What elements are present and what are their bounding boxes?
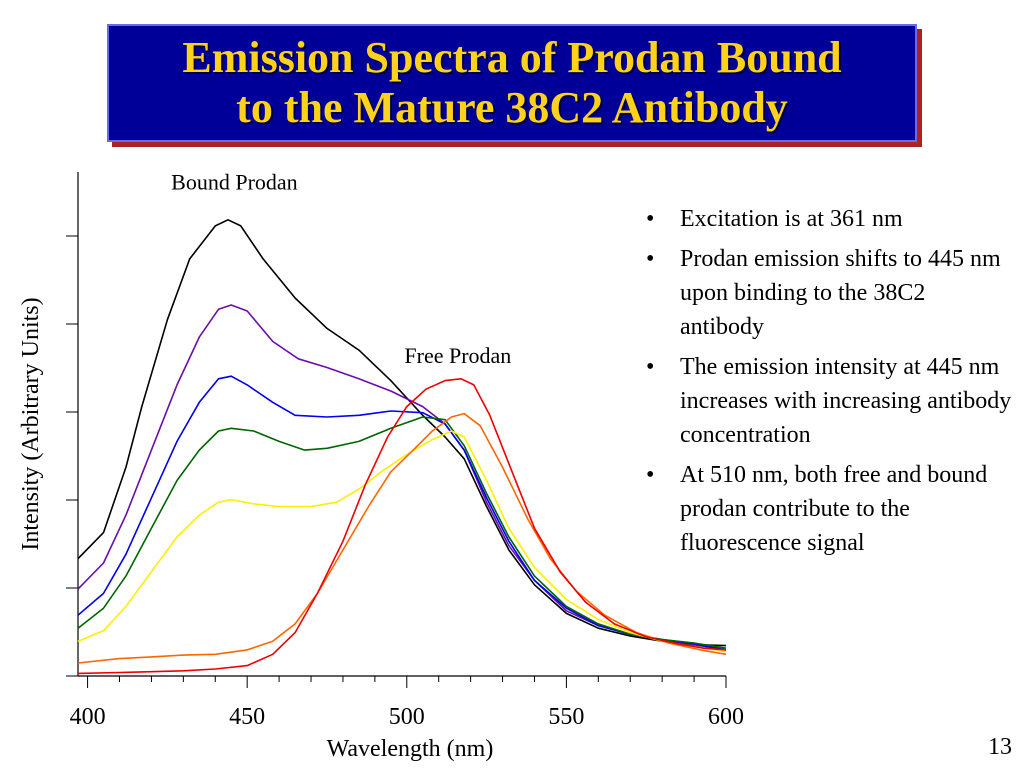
- x-tick-label: 400: [70, 704, 106, 730]
- series-line-1: [77, 219, 727, 647]
- bullet-item-3: The emission intensity at 445 nm increas…: [640, 350, 1012, 452]
- bullet-item-1: Excitation is at 361 nm: [640, 202, 1012, 236]
- series-line-5: [77, 430, 727, 653]
- chart-series-layer: [77, 219, 727, 675]
- emission-spectra-chart: 400 450 500 550 600 Wavelength (nm) Intensity …: [18, 169, 744, 762]
- bullet-item-2: Prodan emission shifts to 445 nm upon bi…: [640, 242, 1012, 344]
- slide-number: 13: [988, 734, 1012, 760]
- x-axis-label: Wavelength (nm): [327, 736, 494, 762]
- series-line-3: [77, 375, 727, 651]
- x-tick-label: 600: [708, 704, 744, 730]
- x-tick-label: 550: [548, 704, 584, 730]
- y-axis-label: Intensity (Arbitrary Units): [18, 297, 44, 550]
- series-line-4: [77, 416, 727, 649]
- title-banner: Emission Spectra of Prodan Bound to the …: [107, 24, 917, 142]
- chart-axes: 400 450 500 550 600 Wavelength (nm) Intensity …: [18, 172, 744, 762]
- series-line-2: [77, 304, 727, 651]
- annotation-1: Bound Prodan: [171, 169, 298, 194]
- bullet-list: Excitation is at 361 nm Prodan emission …: [640, 202, 1012, 566]
- slide-title-line-1: Emission Spectra of Prodan Bound: [182, 33, 842, 82]
- chart-labels-layer: Bound Prodan Free Prodan: [171, 169, 511, 368]
- x-tick-label: 500: [389, 704, 425, 730]
- x-tick-label: 450: [229, 704, 265, 730]
- annotation-2: Free Prodan: [404, 343, 511, 368]
- slide-title-line-2: to the Mature 38C2 Antibody: [236, 83, 788, 132]
- series-line-7: [77, 378, 727, 675]
- bullet-item-4: At 510 nm, both free and bound prodan co…: [640, 458, 1012, 560]
- series-line-6: [77, 412, 727, 664]
